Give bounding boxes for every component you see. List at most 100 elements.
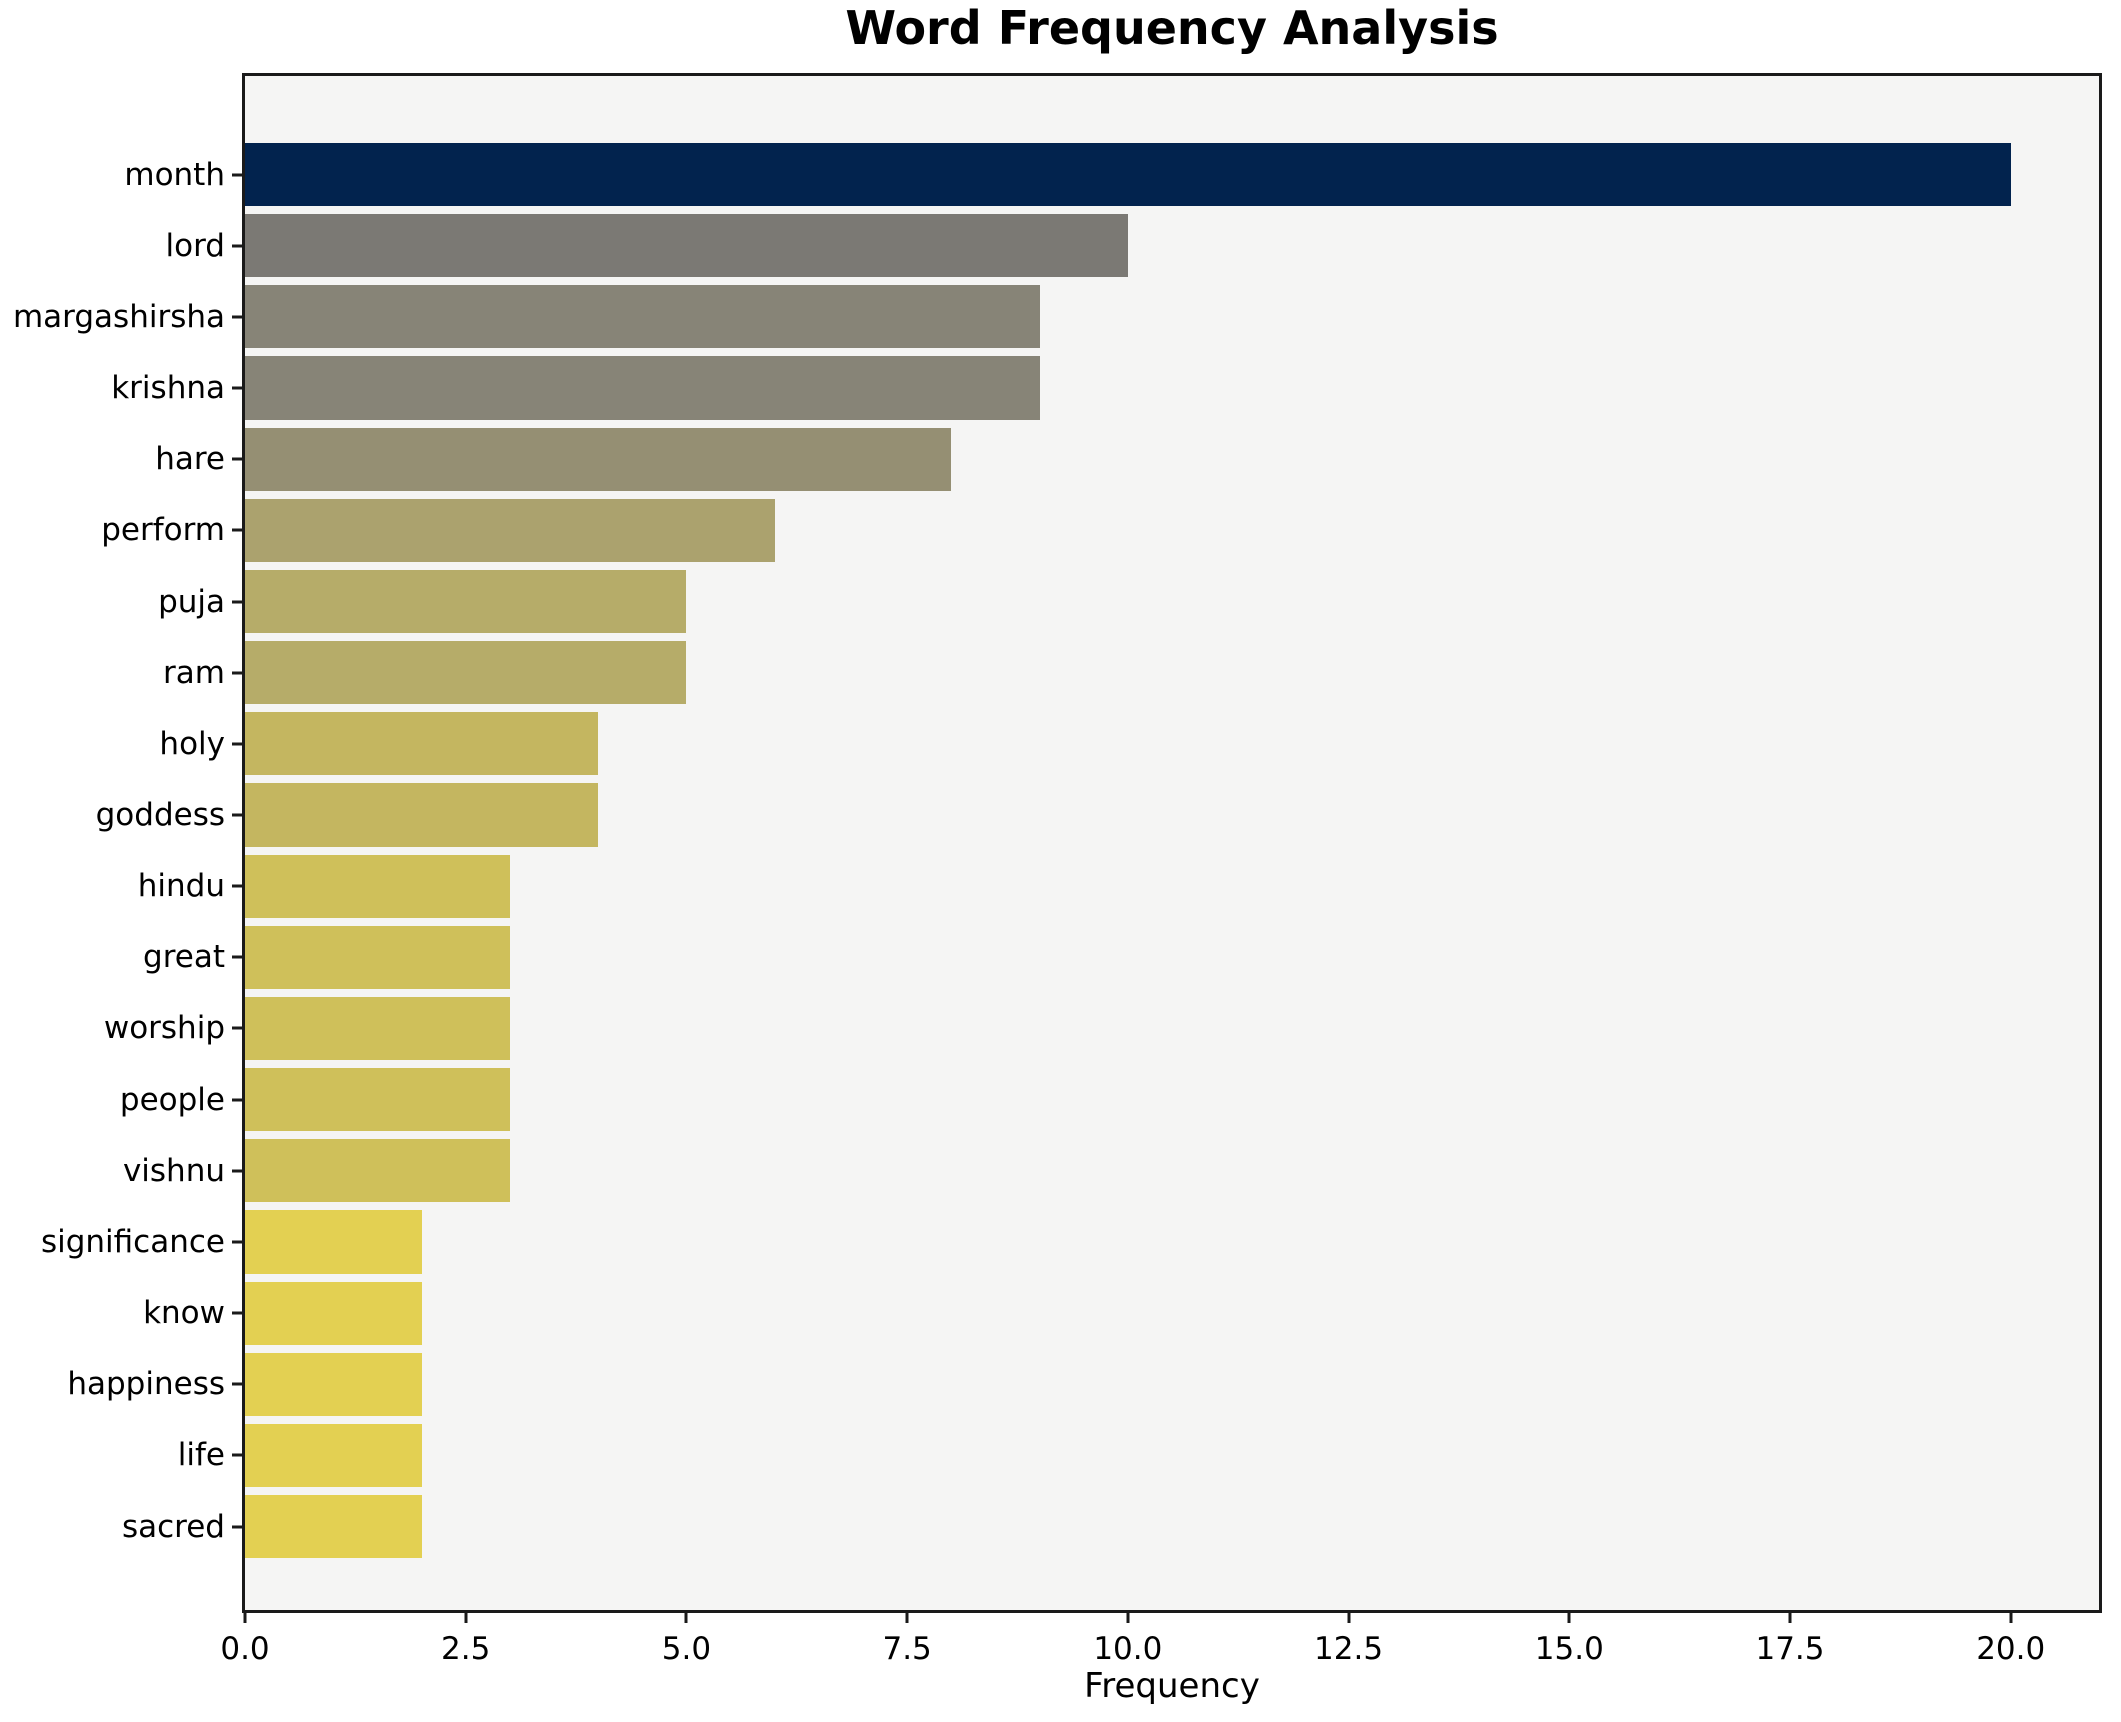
x-tick-label: 0.0: [220, 1631, 270, 1667]
x-tick-label: 10.0: [1093, 1631, 1163, 1667]
y-tick-label: goddess: [95, 796, 225, 833]
bar-row: krishna: [111, 352, 2099, 423]
y-tick-mark: [232, 1525, 242, 1529]
bar-people: [245, 1068, 510, 1132]
y-tick-mark: [232, 1240, 242, 1244]
x-tick-label: 20.0: [1976, 1631, 2046, 1667]
bar-row: great: [143, 922, 2099, 993]
y-tick-mark: [232, 1453, 242, 1457]
bar-row: lord: [166, 210, 2099, 281]
bar-row: happiness: [67, 1349, 2099, 1420]
y-tick-mark: [232, 315, 242, 319]
y-tick-label: vishnu: [122, 1152, 225, 1189]
bar-row: sacred: [122, 1491, 2099, 1562]
bar-row: know: [143, 1278, 2099, 1349]
y-tick-label: margashirsha: [12, 298, 225, 335]
y-tick-mark: [232, 1169, 242, 1173]
bar-sacred: [245, 1494, 422, 1559]
bar-hare: [245, 427, 952, 491]
x-tick-mark: [1788, 1613, 1792, 1623]
bar-row: worship: [104, 993, 2099, 1064]
bar-vishnu: [245, 1139, 510, 1203]
y-tick-mark: [232, 1026, 242, 1030]
x-tick-mark: [2009, 1613, 2013, 1623]
x-tick-label: 17.5: [1755, 1631, 1825, 1667]
y-tick-label: hare: [155, 441, 225, 478]
x-tick-mark: [905, 1613, 909, 1623]
y-tick-mark: [232, 600, 242, 604]
y-tick-label: hindu: [137, 868, 225, 905]
y-tick-mark: [232, 457, 242, 461]
bar-row: ram: [163, 637, 2099, 708]
chart-title: Word Frequency Analysis: [845, 1, 1499, 55]
bar-goddess: [245, 783, 599, 847]
x-tick-label: 7.5: [882, 1631, 932, 1667]
bar-row: hindu: [138, 851, 2099, 922]
bar-great: [245, 925, 510, 989]
y-tick-label: people: [119, 1081, 225, 1118]
bar-perform: [245, 498, 775, 562]
x-tick-label: 15.0: [1534, 1631, 1604, 1667]
x-tick-mark: [1347, 1613, 1351, 1623]
bar-know: [245, 1281, 422, 1345]
y-tick-mark: [232, 884, 242, 888]
y-tick-label: happiness: [67, 1366, 225, 1403]
y-tick-label: know: [143, 1295, 225, 1332]
bar-row: goddess: [96, 779, 2099, 850]
bar-krishna: [245, 356, 1040, 420]
y-tick-label: great: [143, 939, 225, 976]
y-tick-label: holy: [159, 725, 225, 762]
x-tick-label: 5.0: [661, 1631, 712, 1667]
x-tick-mark: [243, 1613, 247, 1623]
bar-row: life: [178, 1420, 2099, 1491]
x-tick-mark: [1126, 1613, 1130, 1623]
y-tick-label: worship: [103, 1010, 225, 1047]
bar-happiness: [245, 1352, 422, 1416]
y-tick-label: lord: [165, 227, 225, 264]
bar-holy: [245, 712, 599, 776]
bar-life: [245, 1423, 422, 1487]
y-tick-label: krishna: [111, 370, 225, 407]
bar-row: significance: [41, 1206, 2099, 1277]
y-tick-label: perform: [101, 512, 225, 549]
bar-row: puja: [158, 566, 2099, 637]
bar-hindu: [245, 854, 510, 918]
bar-row: holy: [159, 708, 2099, 779]
bar-puja: [245, 569, 687, 634]
y-tick-mark: [232, 1098, 242, 1102]
bars-area: month lord margashirsha krishna hare perform p…: [13, 76, 2099, 1610]
bar-worship: [245, 996, 510, 1061]
y-tick-mark: [232, 173, 242, 177]
bar-row: hare: [155, 424, 2099, 495]
y-tick-mark: [232, 955, 242, 959]
y-tick-mark: [232, 813, 242, 817]
bar-ram: [245, 641, 687, 705]
bar-margashirsha: [245, 285, 1040, 349]
y-tick-mark: [232, 386, 242, 390]
bar-lord: [245, 214, 1128, 278]
bar-row: month: [124, 139, 2099, 210]
y-tick-mark: [232, 1311, 242, 1315]
bar-row: margashirsha: [13, 281, 2099, 352]
x-tick-label: 12.5: [1314, 1631, 1384, 1667]
bar-significance: [245, 1210, 422, 1274]
y-tick-mark: [232, 742, 242, 746]
y-tick-mark: [232, 671, 242, 675]
y-tick-label: puja: [158, 583, 225, 620]
x-tick-label: 2.5: [441, 1631, 491, 1667]
x-tick-mark: [1567, 1613, 1571, 1623]
x-axis-label: Frequency: [1084, 1666, 1260, 1706]
y-tick-mark: [232, 244, 242, 248]
y-tick-label: sacred: [121, 1508, 225, 1545]
bar-row: perform: [101, 495, 2099, 566]
bar-month: [245, 143, 2011, 207]
bar-row: people: [120, 1064, 2099, 1135]
y-tick-label: ram: [163, 654, 225, 691]
bar-row: vishnu: [123, 1135, 2099, 1206]
y-tick-mark: [232, 1382, 242, 1386]
y-tick-mark: [232, 528, 242, 532]
x-tick-mark: [684, 1613, 688, 1623]
plot-area: month lord margashirsha krishna hare perform p…: [13, 73, 2102, 1613]
y-tick-label: month: [124, 156, 225, 193]
